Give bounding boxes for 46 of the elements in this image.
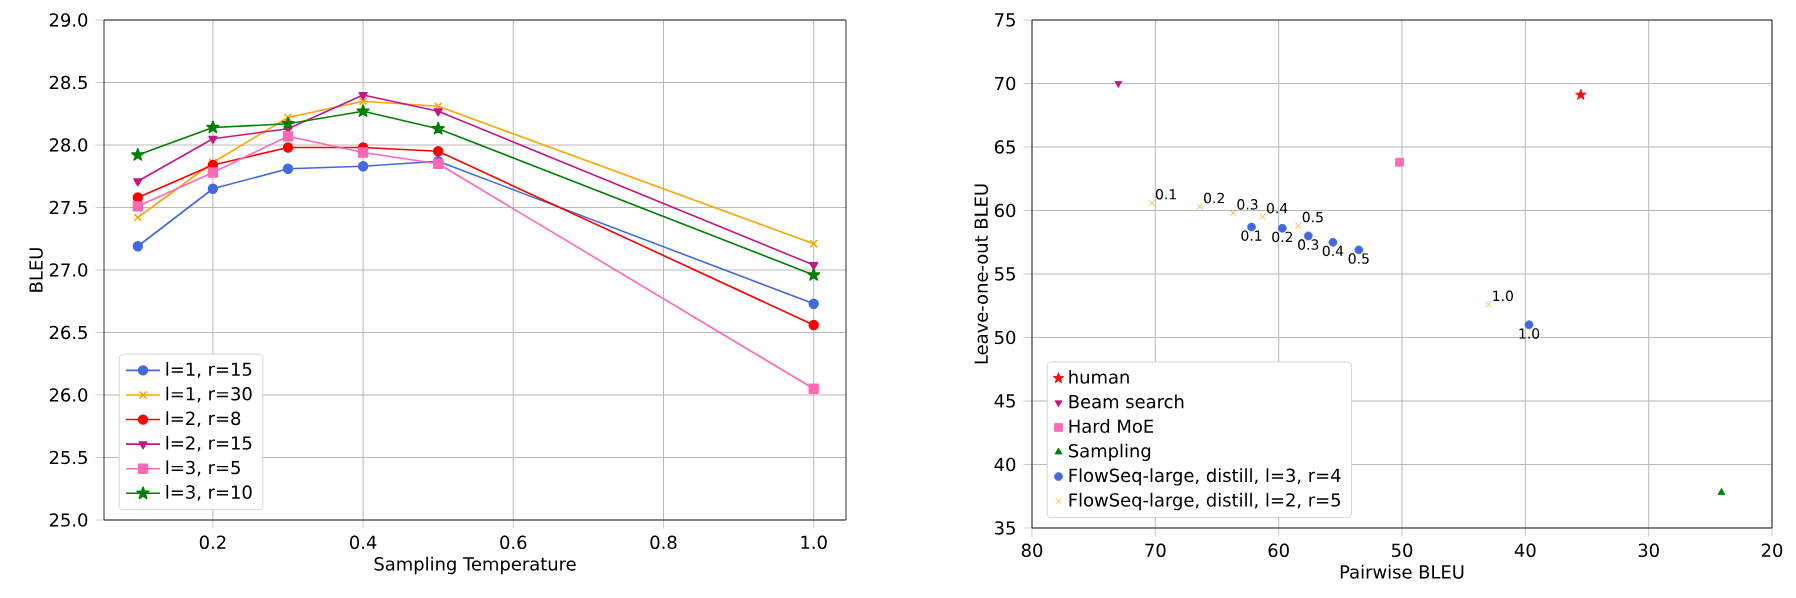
y-axis-title: Leave-one-out BLEU (974, 184, 988, 364)
x-axis-title: Sampling Temperature (374, 556, 576, 575)
y-tick-label: 50 (995, 330, 1016, 345)
y-tick-label: 29.0 (49, 13, 88, 27)
x-tick-label: 0.6 (500, 535, 527, 550)
legend-label: l=1, r=30 (166, 386, 252, 403)
x-axis-title: Pairwise BLEU (1340, 564, 1464, 579)
x-tick-label: 0.8 (650, 535, 677, 550)
y-tick-label: 26.5 (49, 325, 87, 340)
y-tick-label: 75 (995, 13, 1015, 27)
x-tick-label: 0.2 (199, 535, 226, 550)
x-tick-label: 30 (1638, 543, 1659, 558)
y-tick-label: 65 (994, 140, 1015, 154)
x-tick-label: 80 (1021, 543, 1043, 558)
x-tick-label: 40 (1514, 543, 1536, 558)
y-axis-title: BLEU (29, 248, 43, 292)
legend-label: FlowSeq-large, distill, l=3, r=4 (1069, 468, 1341, 486)
y-tick-label: 40 (994, 457, 1016, 472)
y-tick-label: 45 (994, 394, 1015, 408)
y-tick-label: 25.5 (49, 450, 87, 465)
x-tick-label: 70 (1145, 543, 1166, 558)
y-tick-label: 35 (995, 521, 1015, 535)
x-tick-label: 1.0 (801, 535, 827, 550)
x-tick-label: 60 (1268, 543, 1289, 558)
x-tick-label: 20 (1761, 543, 1783, 558)
y-tick-label: 27.0 (49, 263, 88, 277)
x-tick-label: 50 (1391, 543, 1413, 558)
legend-label: l=3, r=10 (166, 485, 252, 501)
x-tick-label: 0.4 (350, 535, 377, 550)
y-tick-label: 55 (995, 267, 1015, 281)
legend-label: human (1069, 369, 1129, 384)
legend-label: Hard MoE (1069, 419, 1154, 433)
y-tick-label: 60 (994, 203, 1016, 218)
y-tick-label: 28.0 (49, 138, 88, 152)
legend-label: l=2, r=15 (166, 435, 252, 452)
y-tick-label: 27.5 (49, 200, 87, 215)
legend-label: FlowSeq-large, distill, l=2, r=5 (1069, 492, 1341, 511)
y-tick-label: 25.0 (49, 513, 88, 527)
y-tick-label: 28.5 (49, 75, 87, 90)
legend-label: l=1, r=15 (166, 362, 252, 378)
legend-label: l=3, r=5 (166, 460, 240, 477)
y-tick-label: 70 (995, 76, 1016, 91)
y-tick-label: 26.0 (49, 388, 88, 402)
legend-label: Sampling (1068, 443, 1151, 462)
legend-label: l=2, r=8 (166, 411, 241, 427)
legend-label: Beam search (1069, 394, 1184, 409)
